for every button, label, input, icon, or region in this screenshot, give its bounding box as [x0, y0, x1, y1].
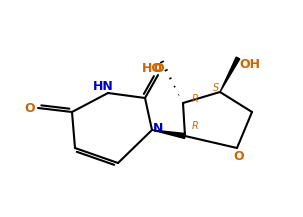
Text: HN: HN — [93, 81, 113, 94]
Text: O: O — [154, 62, 164, 76]
Text: OH: OH — [239, 58, 261, 71]
Text: R: R — [191, 94, 198, 104]
Text: O: O — [25, 102, 35, 115]
Text: S: S — [213, 83, 219, 93]
Polygon shape — [152, 130, 185, 138]
Text: HO: HO — [142, 61, 162, 74]
Text: O: O — [234, 150, 244, 163]
Text: N: N — [153, 122, 163, 135]
Text: R: R — [191, 121, 198, 131]
Polygon shape — [220, 57, 240, 92]
